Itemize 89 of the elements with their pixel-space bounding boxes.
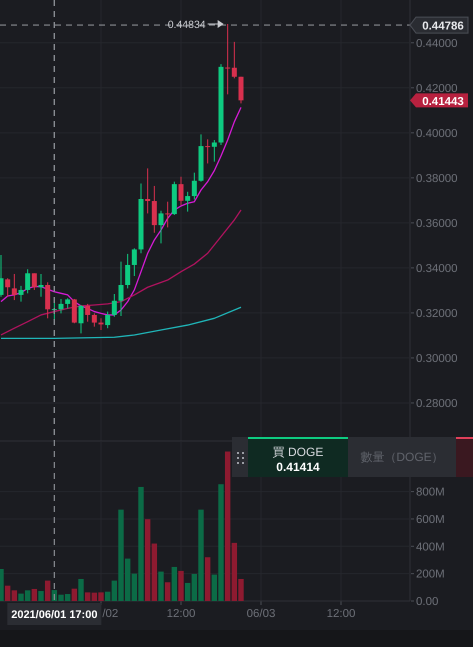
candlestick <box>165 201 170 228</box>
candlestick <box>92 312 97 328</box>
line-series <box>0 306 242 339</box>
candlestick <box>78 304 84 334</box>
x-tick-label: 06/03 <box>246 608 276 620</box>
x-tick-label: 12:00 <box>326 608 356 620</box>
y-tick-label: 0.32000 <box>416 308 458 320</box>
y-tick-label: 200M <box>416 568 445 581</box>
bar <box>152 544 158 601</box>
x-tick-label: 12:00 <box>166 608 196 620</box>
ref-line-label: 0.44786 <box>422 20 464 33</box>
y-tick-label: 800M <box>416 486 445 499</box>
candlestick <box>125 253 130 289</box>
bar <box>132 574 138 601</box>
bar <box>224 452 230 601</box>
bar <box>164 582 170 601</box>
candlestick <box>65 298 70 309</box>
bar <box>32 588 38 601</box>
bar <box>212 574 218 601</box>
candlestick <box>232 41 237 79</box>
bar <box>178 570 184 601</box>
candlestick <box>132 248 137 276</box>
candlestick <box>12 273 17 301</box>
candlestick <box>18 285 24 302</box>
bar <box>24 590 30 601</box>
y-tick-label: 0.42000 <box>416 82 458 95</box>
annotation: 0.41414 <box>276 460 320 474</box>
annotation: 數量（DOGE） <box>360 450 444 464</box>
y-tick-label: 0.34000 <box>416 262 458 275</box>
candlestick <box>98 318 104 331</box>
bar <box>138 486 144 601</box>
candlestick <box>85 303 90 322</box>
y-tick-label: 0.30000 <box>416 352 458 365</box>
candlestick <box>25 268 30 294</box>
bar <box>238 578 244 601</box>
y-tick-label: 0.44000 <box>416 38 458 50</box>
bar <box>218 484 224 601</box>
bar <box>64 594 70 601</box>
bar <box>172 566 178 601</box>
bar <box>144 519 150 601</box>
bar <box>4 586 10 601</box>
annotation: 買 DOGE <box>272 445 324 459</box>
candlestick <box>5 278 10 298</box>
candlestick <box>205 138 210 164</box>
bar <box>198 510 204 601</box>
candlestick <box>178 176 184 206</box>
candlestick <box>238 76 244 104</box>
candlestick <box>225 23 230 95</box>
bar <box>232 542 238 601</box>
bar <box>112 580 118 601</box>
y-tick-label: 400M <box>416 541 445 554</box>
bar <box>84 592 90 601</box>
ref-line-label: 2021/06/01 17:00 <box>11 609 98 621</box>
x-tick-label: /02 <box>102 608 118 620</box>
bar <box>192 574 198 601</box>
annotation: 0.44834 <box>168 18 206 31</box>
bar <box>58 594 64 601</box>
candlestick <box>212 140 217 162</box>
bar <box>38 591 44 601</box>
bar <box>12 590 18 601</box>
bar <box>44 580 50 601</box>
candlestick <box>185 191 190 212</box>
candlestick <box>192 172 197 200</box>
candlestick <box>105 311 110 329</box>
y-tick-label: 0.00 <box>416 596 438 608</box>
line-series <box>0 209 242 336</box>
price-tag: 0.44786 <box>409 16 468 34</box>
bar <box>104 592 110 601</box>
bar <box>92 592 98 601</box>
candlestick <box>112 294 117 318</box>
bar <box>118 510 124 601</box>
bar <box>78 578 84 601</box>
candlestick <box>72 298 77 324</box>
bar <box>18 594 24 601</box>
y-tick-label: 600M <box>416 514 445 526</box>
y-tick-label: 0.36000 <box>416 218 458 230</box>
bar <box>124 558 130 601</box>
bar <box>184 582 190 601</box>
y-tick-label: 0.28000 <box>416 398 458 410</box>
candlestick <box>158 210 164 244</box>
candlestick <box>118 261 124 317</box>
bar <box>158 572 164 601</box>
candlestick <box>145 168 150 214</box>
y-tick-label: 0.38000 <box>416 172 458 185</box>
bar <box>204 557 210 601</box>
candlestick <box>32 272 37 290</box>
bar <box>98 592 104 601</box>
bar <box>72 588 78 601</box>
y-tick-label: 0.40000 <box>416 128 458 140</box>
